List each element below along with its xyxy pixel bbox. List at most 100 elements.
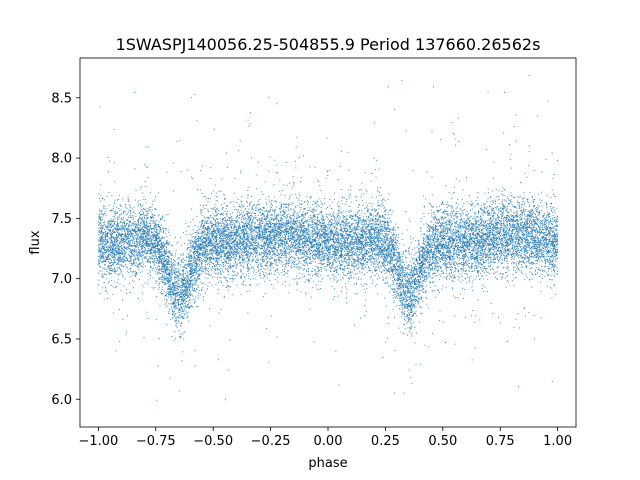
scatter-point (397, 280, 399, 282)
scatter-point (238, 216, 240, 218)
scatter-point (206, 249, 208, 251)
scatter-point (346, 217, 348, 219)
scatter-point (315, 225, 317, 227)
scatter-point (511, 219, 513, 221)
scatter-point (358, 254, 360, 256)
scatter-point (507, 238, 509, 240)
scatter-point (302, 234, 303, 236)
scatter-point (274, 247, 275, 249)
scatter-point (143, 223, 145, 225)
scatter-point (335, 267, 337, 269)
scatter-point (127, 236, 129, 238)
scatter-point (490, 230, 492, 231)
scatter-point (132, 236, 134, 238)
scatter-point (263, 259, 265, 261)
scatter-point (226, 229, 228, 231)
scatter-point (166, 280, 168, 281)
scatter-point (131, 264, 133, 265)
scatter-point (423, 277, 425, 279)
scatter-point (406, 268, 408, 270)
scatter-point (455, 234, 457, 236)
scatter-point (227, 269, 229, 271)
scatter-point (327, 261, 329, 263)
scatter-point (358, 218, 360, 220)
scatter-point (185, 317, 187, 319)
scatter-point (413, 261, 415, 263)
scatter-point (383, 244, 385, 246)
scatter-point (541, 232, 543, 234)
scatter-point (215, 284, 217, 286)
scatter-point (317, 249, 318, 251)
scatter-point (319, 237, 321, 239)
scatter-point (253, 247, 255, 249)
scatter-point (323, 222, 325, 224)
scatter-point (461, 262, 463, 263)
scatter-point (256, 207, 258, 209)
scatter-point (332, 231, 334, 233)
scatter-point (385, 264, 387, 266)
scatter-point (110, 244, 112, 246)
scatter-point (370, 173, 372, 174)
scatter-point (155, 247, 157, 249)
scatter-point (289, 228, 290, 230)
scatter-point (152, 270, 154, 272)
scatter-point (185, 304, 187, 306)
scatter-point (113, 247, 115, 249)
scatter-point (515, 228, 517, 230)
scatter-point (498, 190, 500, 192)
scatter-point (467, 252, 469, 254)
scatter-point (268, 222, 270, 224)
scatter-point (352, 250, 354, 252)
scatter-point (225, 248, 227, 250)
scatter-point (216, 253, 218, 255)
scatter-point (454, 240, 455, 241)
scatter-point (187, 263, 189, 265)
scatter-point (104, 259, 106, 261)
scatter-point (117, 247, 119, 249)
scatter-point (396, 239, 398, 241)
scatter-point (179, 311, 180, 313)
scatter-point (410, 282, 412, 284)
scatter-point (208, 252, 210, 254)
scatter-point (246, 249, 248, 251)
scatter-point (166, 277, 168, 279)
scatter-point (482, 235, 484, 237)
scatter-point (124, 254, 126, 256)
scatter-point (445, 277, 447, 279)
scatter-point (491, 211, 493, 213)
scatter-point (239, 255, 241, 257)
scatter-point (529, 227, 531, 229)
scatter-point (433, 273, 435, 274)
scatter-point (398, 278, 400, 279)
scatter-point (230, 236, 232, 238)
scatter-point (487, 211, 489, 213)
scatter-point (157, 266, 159, 268)
scatter-point (154, 260, 155, 262)
scatter-point (257, 208, 259, 210)
scatter-point (166, 264, 168, 266)
scatter-point (129, 234, 131, 236)
scatter-point (536, 217, 538, 219)
scatter-point (436, 211, 438, 213)
scatter-point (536, 249, 538, 251)
scatter-point (473, 257, 475, 259)
scatter-point (397, 265, 399, 267)
scatter-point (161, 289, 163, 290)
scatter-point (222, 217, 224, 219)
scatter-point (156, 224, 158, 226)
scatter-point (501, 237, 502, 239)
scatter-point (381, 244, 383, 246)
scatter-point (203, 225, 204, 227)
scatter-point (194, 252, 196, 254)
scatter-point (104, 244, 105, 246)
scatter-point (233, 220, 235, 221)
scatter-point (129, 251, 131, 253)
scatter-point (178, 321, 180, 323)
scatter-point (520, 241, 522, 243)
scatter-point (173, 291, 175, 293)
scatter-point (199, 240, 201, 242)
scatter-point (315, 237, 317, 239)
scatter-point (401, 267, 403, 269)
scatter-point (239, 242, 241, 243)
scatter-point (256, 258, 258, 260)
